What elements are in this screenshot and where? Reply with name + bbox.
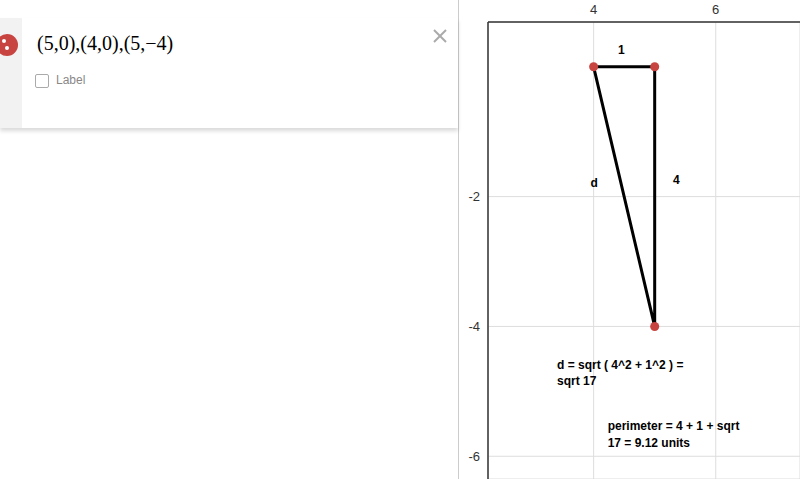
html-text:(5,0),(4,0),(5,−4): (5,0),(4,0),(5,−4) [37, 32, 174, 54]
svg-text:-6: -6 [468, 449, 480, 464]
svg-text:1: 1 [618, 43, 625, 57]
svg-text:6: 6 [712, 2, 719, 17]
svg-text:17 = 9.12 units: 17 = 9.12 units [608, 436, 691, 450]
svg-text:sqrt 17: sqrt 17 [557, 374, 597, 388]
svg-text:-2: -2 [468, 189, 480, 204]
svg-text:4: 4 [590, 2, 597, 17]
svg-text:d = sqrt ( 4^2 + 1^2 ) =: d = sqrt ( 4^2 + 1^2 ) = [557, 358, 683, 372]
svg-text:perimeter = 4 + 1 + sqrt: perimeter = 4 + 1 + sqrt [608, 419, 740, 433]
svg-text:4: 4 [673, 173, 680, 187]
svg-text:d: d [591, 176, 598, 190]
html-text:Label: Label [56, 73, 86, 87]
svg-text:-4: -4 [468, 319, 480, 334]
